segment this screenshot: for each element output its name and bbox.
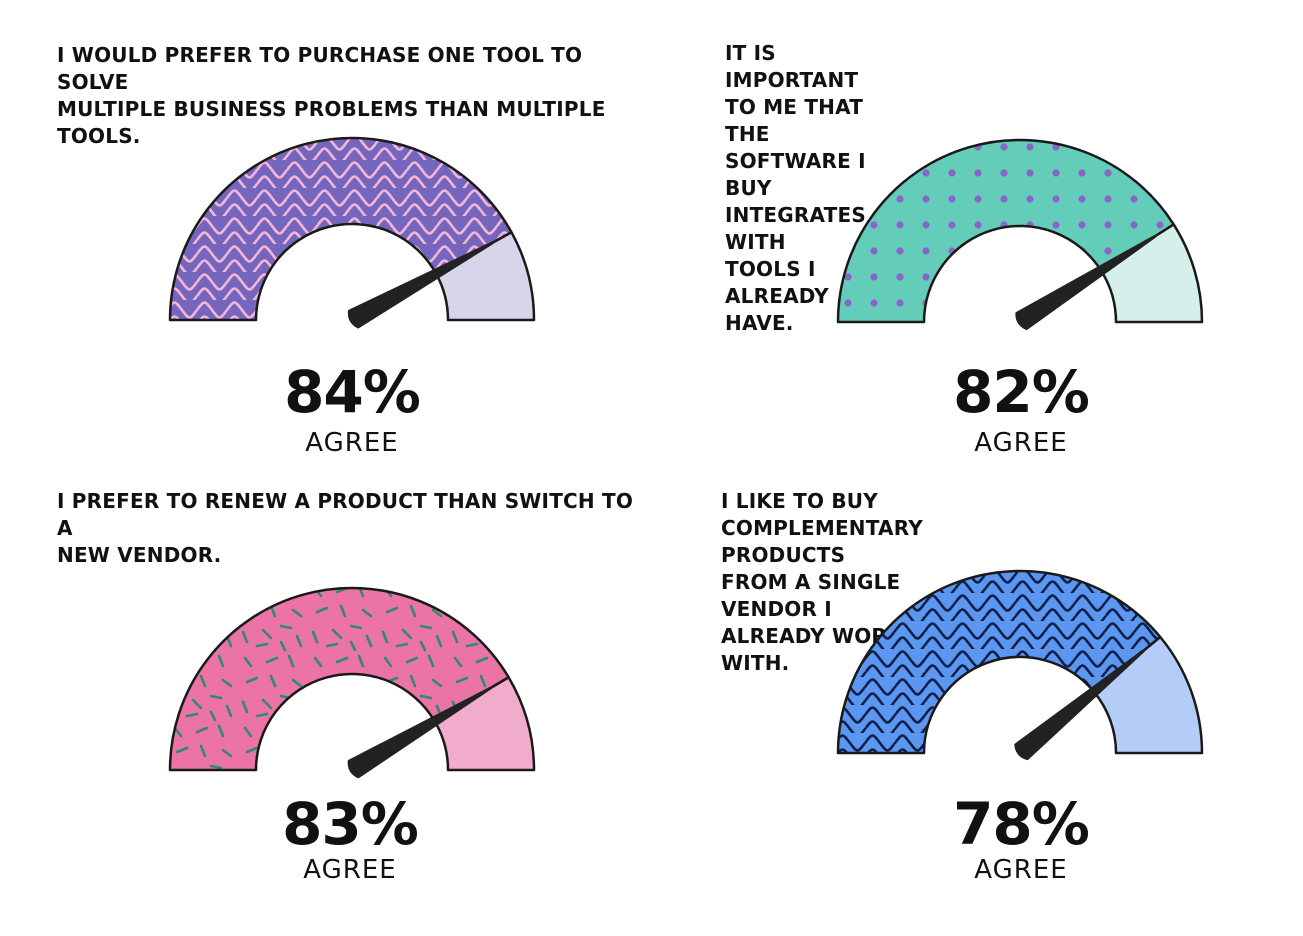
gauge-3-question: I PREFER TO RENEW A PRODUCT THAN SWITCH … — [57, 489, 634, 567]
gauge-2-label: AGREE — [974, 428, 1068, 458]
gauge-3-value: 83% — [282, 790, 419, 858]
gauge-remainder-arc — [433, 676, 536, 772]
gauge-panel-3: I PREFER TO RENEW A PRODUCT THAN SWITCH … — [0, 0, 640, 885]
gauge-1 — [168, 136, 536, 329]
gauge-needle — [1014, 649, 1145, 761]
gauge-value-arc — [168, 586, 510, 772]
gauge-4-label: AGREE — [974, 855, 1068, 885]
gauge-panel-1: I WOULD PREFER TO PURCHASE ONE TOOL TO S… — [0, 0, 640, 460]
gauge-remainder-arc — [1092, 635, 1204, 755]
gauge-remainder-arc — [1099, 223, 1204, 324]
gauge-1-value: 84% — [284, 358, 421, 426]
gauge-panel-2: IT IS IMPORTANT TO ME THAT THE SOFTWARE … — [0, 0, 1204, 460]
gauge-1-question: I WOULD PREFER TO PURCHASE ONE TOOL TO S… — [57, 43, 606, 148]
gauge-value-arc — [836, 569, 1162, 755]
gauge-needle — [1015, 234, 1157, 331]
gauge-panel-4: I LIKE TO BUY COMPLEMENTARY PRODUCTS FRO… — [0, 0, 1204, 885]
gauge-value-arc — [836, 138, 1175, 324]
gauge-4-question: I LIKE TO BUY COMPLEMENTARY PRODUCTS FRO… — [721, 489, 923, 675]
gauge-needle — [347, 241, 494, 329]
gauge-remainder-arc — [434, 231, 536, 322]
gauge-4-value: 78% — [953, 790, 1090, 858]
gauge-2-question: IT IS IMPORTANT TO ME THAT THE SOFTWARE … — [725, 41, 866, 335]
gauge-2-value: 82% — [953, 358, 1090, 426]
gauge-2 — [836, 138, 1204, 331]
gauge-3-label: AGREE — [303, 855, 397, 885]
gauge-value-arc — [168, 136, 513, 322]
gauge-3 — [168, 586, 536, 779]
gauge-1-label: AGREE — [305, 428, 399, 458]
gauge-needle — [347, 687, 492, 779]
gauge-4 — [836, 569, 1204, 761]
